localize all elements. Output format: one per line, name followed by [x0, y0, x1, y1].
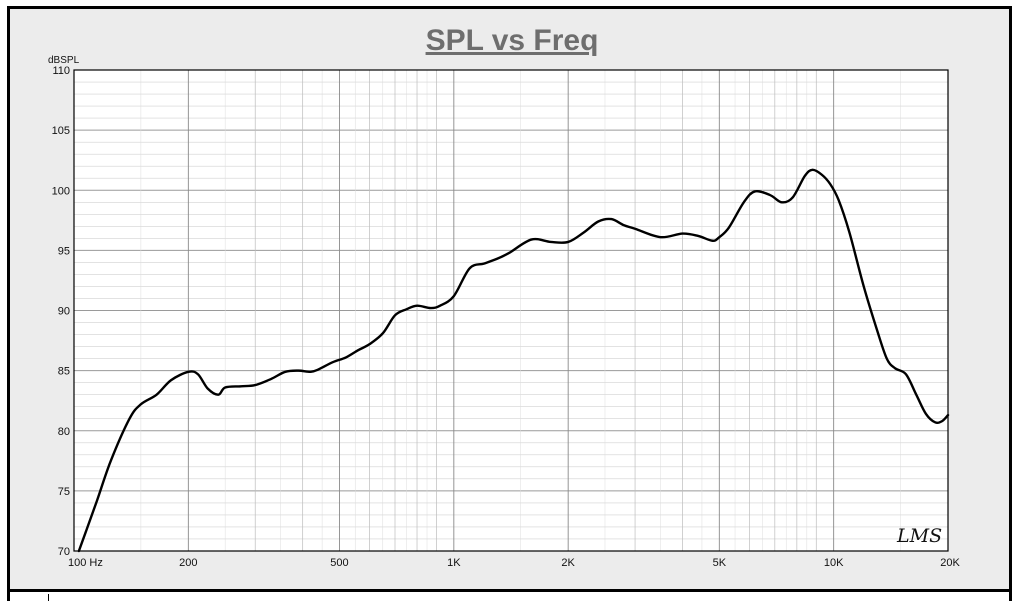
lms-logo: LMS	[896, 525, 942, 547]
x-tick-label: 2K	[561, 557, 575, 569]
grid-lines	[73, 69, 949, 552]
x-tick-label: 1K	[447, 557, 461, 569]
x-tick-label: 200	[179, 557, 197, 569]
x-tick-label: 20K	[940, 557, 960, 569]
y-axis-label: dBSPL	[48, 55, 80, 66]
y-tick-label: 75	[58, 486, 70, 498]
series-layer	[77, 168, 950, 553]
x-tick-label: 5K	[713, 557, 727, 569]
series-line-spl	[77, 168, 950, 553]
chart-title: SPL vs Freq	[426, 24, 599, 57]
y-tick-label: 70	[58, 546, 70, 558]
y-tick-labels: 70 75 80 85 90 95 100 105 110	[52, 65, 70, 558]
x-tick-label: 100 Hz	[68, 557, 103, 569]
bottom-panel-strip	[7, 592, 1012, 601]
y-tick-label: 80	[58, 426, 70, 438]
x-tick-label: 500	[330, 557, 348, 569]
y-tick-label: 90	[58, 306, 70, 318]
plot-border	[73, 69, 949, 552]
x-tick-labels: 100 Hz 200 500 1K 2K 5K 10K 20K	[68, 557, 960, 569]
y-tick-label: 105	[52, 125, 70, 137]
x-tick-label: 10K	[824, 557, 844, 569]
y-tick-label: 85	[58, 366, 70, 378]
y-tick-label: 110	[52, 65, 70, 77]
y-tick-label: 100	[52, 185, 70, 197]
bottom-divider	[48, 594, 49, 601]
y-tick-label: 95	[58, 245, 70, 257]
